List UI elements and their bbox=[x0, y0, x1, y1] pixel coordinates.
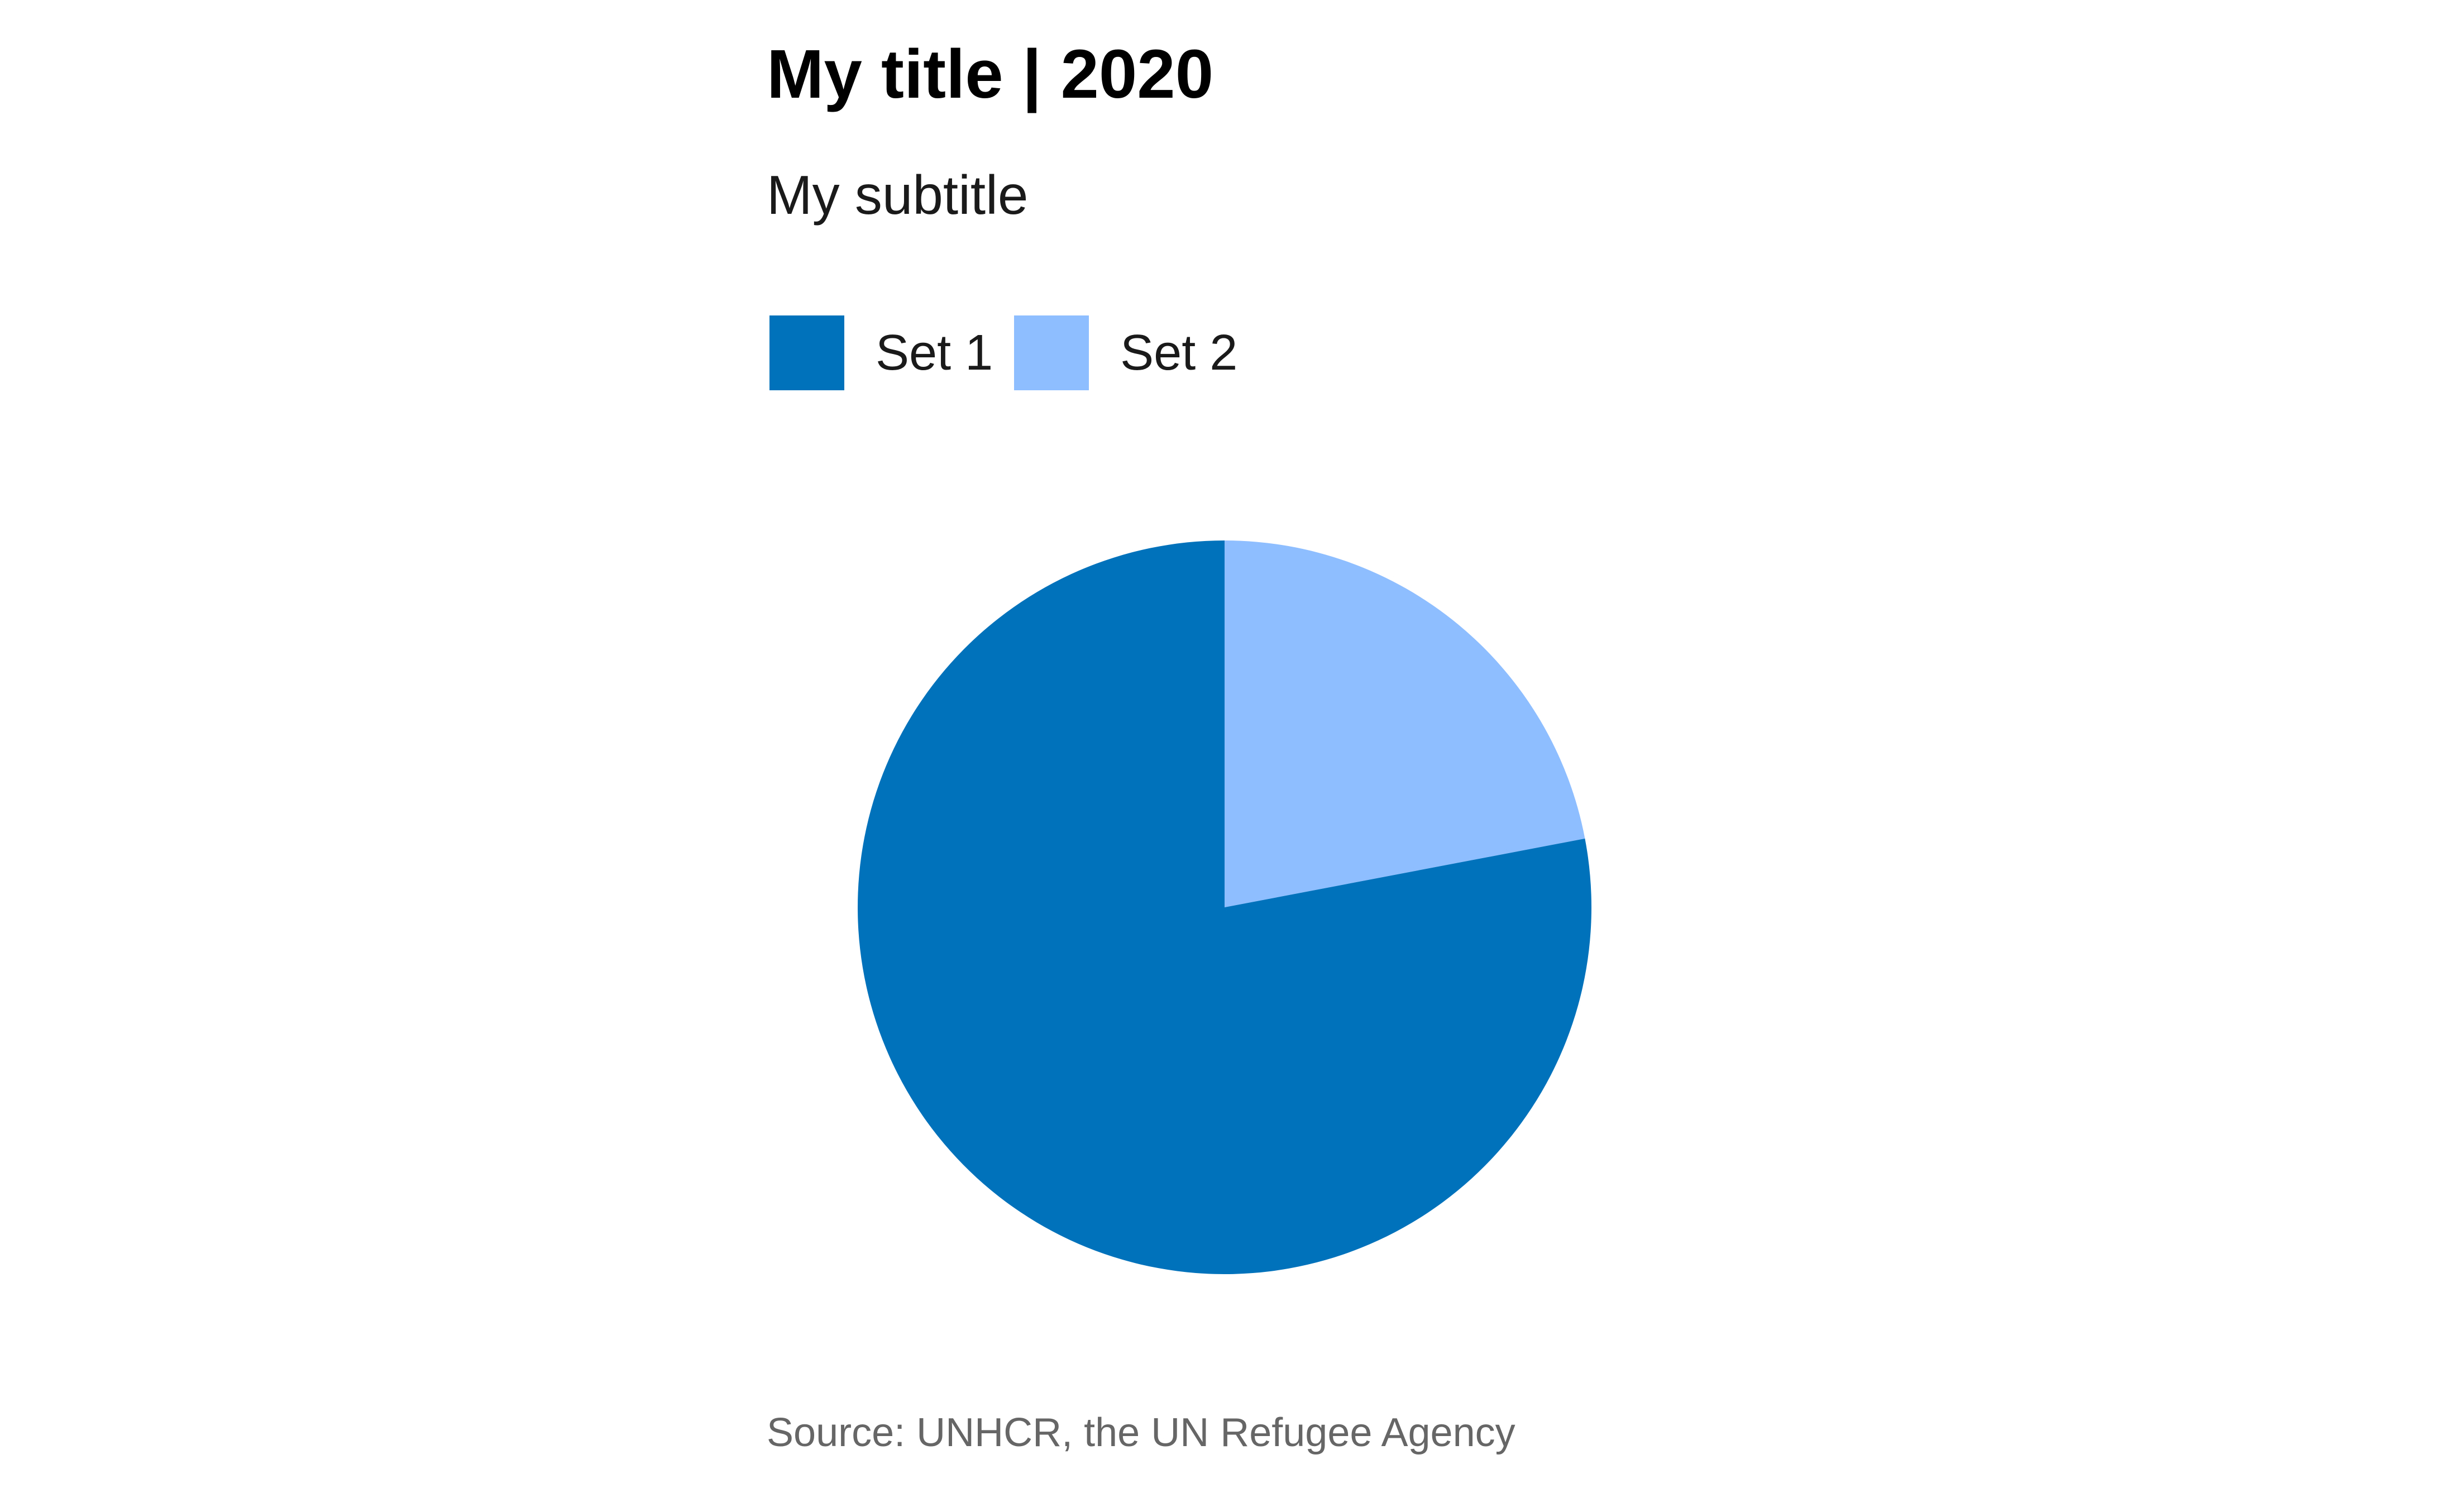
chart-caption: Source: UNHCR, the UN Refugee Agency bbox=[767, 1410, 1515, 1455]
legend-item-set-1: Set 1 bbox=[769, 315, 993, 390]
chart-subtitle: My subtitle bbox=[767, 164, 1029, 226]
legend-label-set-1: Set 1 bbox=[876, 325, 993, 381]
legend-item-set-2: Set 2 bbox=[1014, 315, 1237, 390]
legend-swatch-set-1 bbox=[769, 315, 844, 390]
pie-slice-set-2 bbox=[1225, 540, 1585, 907]
pie-slice-set-1 bbox=[858, 540, 1591, 1274]
chart-title: My title | 2020 bbox=[767, 36, 1214, 113]
legend: Set 1 Set 2 bbox=[769, 315, 1259, 390]
legend-label-set-2: Set 2 bbox=[1120, 325, 1238, 381]
legend-swatch-set-2 bbox=[1014, 315, 1089, 390]
